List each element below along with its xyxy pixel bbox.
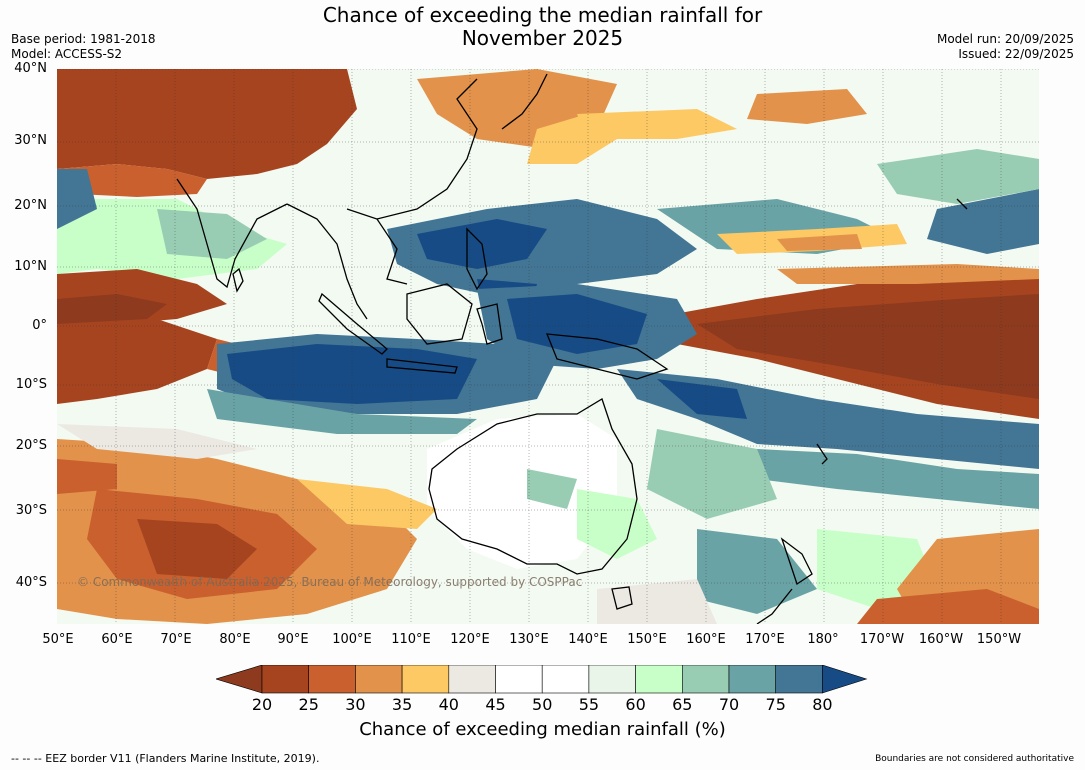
colorbar-tick-label: 70 [718,695,740,714]
lat-label-20s: 20°S [15,438,47,453]
lat-label-30n: 30°N [14,133,47,148]
lat-label-30s: 30°S [15,503,47,518]
issued-date: Issued: 22/09/2025 [958,47,1074,61]
colorbar-segment [775,665,823,694]
base-period: Base period: 1981-2018 [11,32,156,46]
colorbar-segment [448,665,496,694]
colorbar-tick-label: 25 [298,695,319,714]
copyright-notice: © Commonwealth of Australia 2025, Bureau… [77,575,583,589]
map-title: Chance of exceeding the median rainfall … [0,4,1085,50]
lon-label-140e: 140°E [568,632,608,647]
model-run: Model run: 20/09/2025 [936,32,1074,46]
colorbar-tick-label: 55 [578,695,600,714]
lon-label-50e: 50°E [42,632,74,647]
lat-label-10s: 10°S [15,377,47,392]
colorbar-tick-label: 60 [625,695,646,714]
colorbar-segment [588,665,636,694]
lon-label-150w: 150°W [976,632,1022,647]
lon-label-170w: 170°W [859,632,905,647]
eez-border-note: -- -- -- EEZ border V11 (Flanders Marine… [11,752,320,765]
lon-label-170e: 170°E [745,632,785,647]
lon-label-160e: 160°E [686,632,726,647]
lat-label-40s: 40°S [15,575,47,590]
colorbar-label: Chance of exceeding median rainfall (%) [359,719,726,740]
lon-label-160w: 160°W [918,632,964,647]
colorbar-segment [728,665,777,694]
model-info: Base period: 1981-2018 Model: ACCESS-S2 [11,32,156,62]
colorbar-tick-label: 40 [438,695,459,714]
lat-label-0: 0° [32,318,47,333]
lon-label-90e: 90°E [277,632,309,647]
lon-label-130e: 130°E [509,632,549,647]
colorbar-segment [355,665,403,694]
lat-label-40n: 40°N [14,61,47,76]
colorbar [216,665,868,694]
colorbar-tick-label: 80 [812,695,833,714]
colorbar-tick-label: 30 [345,695,366,714]
colorbar-tick-label: 20 [251,695,273,714]
run-info: Model run: 20/09/2025 Issued: 22/09/2025 [937,32,1074,62]
colorbar-segment [495,665,543,694]
lon-label-70e: 70°E [160,632,192,647]
colorbar-segment [681,665,730,694]
graticule [57,69,1039,624]
lon-label-150e: 150°E [627,632,667,647]
colorbar-tick-label: 45 [485,695,506,714]
model-name: Model: ACCESS-S2 [11,47,123,61]
colorbar-segment [541,665,590,694]
colorbar-extend-low [216,665,263,694]
colorbar-segment [635,665,683,694]
lat-label-10n: 10°N [14,259,47,274]
colorbar-segment [308,665,356,694]
colorbar-tick-label: 50 [532,695,553,714]
colorbar-tick-label: 75 [765,695,786,714]
colorbar-segment [401,665,450,694]
lon-label-100e: 100°E [332,632,372,647]
coastlines [176,73,968,624]
lon-label-110e: 110°E [391,632,431,647]
colorbar-segment [261,665,310,694]
colorbar-tick-label: 35 [391,695,413,714]
lon-label-60e: 60°E [101,632,133,647]
colorbar-extend-high [822,665,868,694]
lon-label-120e: 120°E [450,632,490,647]
wet-region-west-pacific [387,199,697,299]
title-line-1: Chance of exceeding the median rainfall … [322,3,763,27]
lat-label-20n: 20°N [14,198,47,213]
rainfall-map [57,69,1039,624]
lon-label-180: 180° [807,632,839,647]
lon-label-80e: 80°E [219,632,251,647]
boundary-disclaimer: Boundaries are not considered authoritat… [875,754,1074,764]
colorbar-tick-label: 65 [672,695,693,714]
title-line-2: November 2025 [461,26,624,50]
